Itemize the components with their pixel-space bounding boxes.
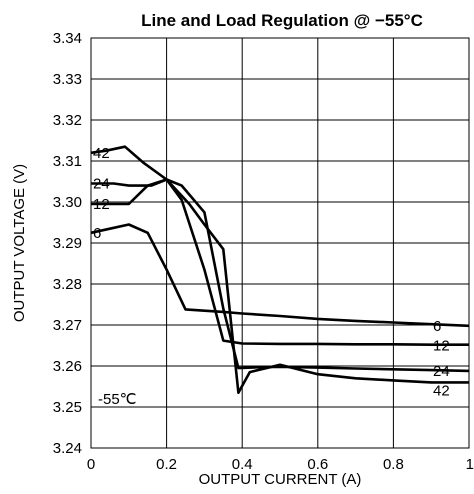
y-tick-label: 3.34 (53, 30, 82, 47)
temperature-annotation: -55℃ (98, 391, 137, 408)
series-label-right-12: 12 (433, 338, 450, 355)
series-line-6 (90, 223, 470, 328)
y-tick-label: 3.33 (53, 71, 82, 88)
chart-title: Line and Load Regulation @ −55°C (141, 11, 423, 30)
x-axis-label: OUTPUT CURRENT (A) (199, 471, 362, 488)
y-tick-label: 3.27 (53, 317, 82, 334)
y-tick-label: 3.31 (53, 153, 82, 170)
x-tick-label: 0.4 (232, 456, 253, 473)
series-line-24 (91, 178, 470, 373)
x-tick-label: 1 (466, 456, 474, 473)
series-label-left-24: 24 (93, 176, 110, 193)
x-tick-label: 0.6 (307, 456, 328, 473)
y-tick-label: 3.25 (53, 399, 82, 416)
series-label-right-42: 42 (433, 382, 450, 399)
series-group (90, 145, 470, 395)
y-tick-label: 3.24 (53, 440, 82, 457)
series-label-right-24: 24 (433, 363, 450, 380)
y-axis-ticks: 3.24 3.25 3.26 3.27 3.28 3.29 3.30 3.31 3.32 3.33… (53, 30, 82, 457)
series-line-12 (91, 178, 469, 347)
plot-frame (90, 37, 470, 449)
y-tick-label: 3.29 (53, 235, 82, 252)
x-tick-label: 0.8 (383, 456, 404, 473)
y-tick-label: 3.26 (53, 358, 82, 375)
y-tick-label: 3.30 (53, 194, 82, 211)
series-line-42 (90, 145, 469, 395)
series-label-left-42: 42 (93, 145, 110, 162)
x-tick-label: 0 (87, 456, 95, 473)
y-axis-label: OUTPUT VOLTAGE (V) (11, 164, 28, 322)
x-tick-label: 0.2 (156, 456, 177, 473)
y-tick-label: 3.32 (53, 112, 82, 129)
series-labels: 42 42 24 24 12 12 6 6 (93, 145, 450, 400)
x-axis-ticks: 0 0.2 0.4 0.6 0.8 1 (87, 456, 474, 473)
series-label-left-12: 12 (93, 196, 110, 213)
series-label-right-6: 6 (433, 318, 441, 335)
grid (91, 38, 469, 448)
series-label-left-6: 6 (93, 225, 101, 242)
y-tick-label: 3.28 (53, 276, 82, 293)
